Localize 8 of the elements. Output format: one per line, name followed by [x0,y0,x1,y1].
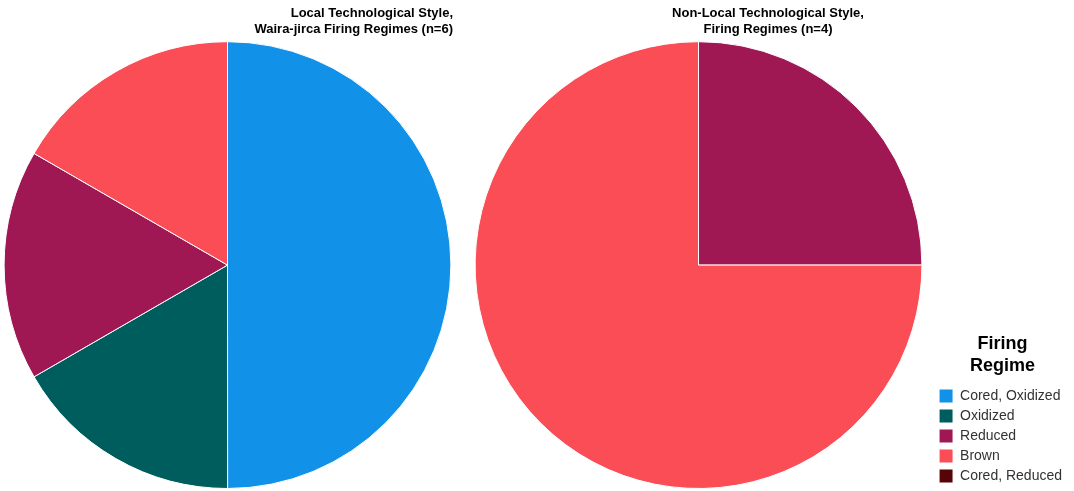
legend-label: Reduced [960,426,1017,443]
legend-title: Firing Regime [970,333,1036,375]
legend-label: Oxidized [960,406,1015,423]
legend-label: Cored, Reduced [960,466,1062,483]
legend-label: Brown [960,446,1000,463]
chart-title: Non-Local Technological Style, Firing Regimes (n=4) [672,5,864,36]
legend-label: Cored, Oxidized [960,386,1061,403]
chart-title: Local Technological Style, Waira-jirca Firing Regimes (n=6) [254,5,453,36]
